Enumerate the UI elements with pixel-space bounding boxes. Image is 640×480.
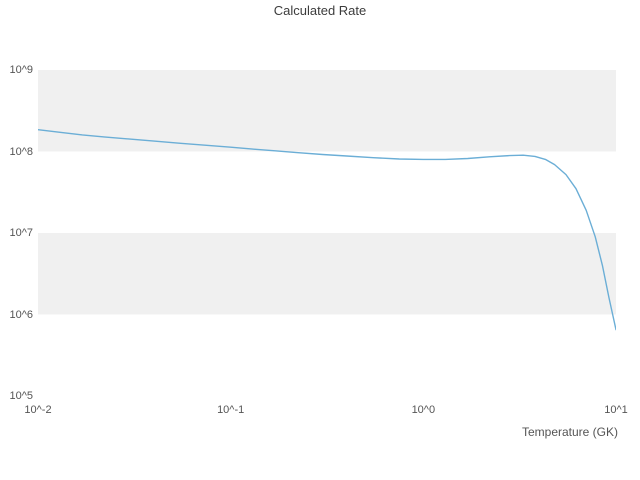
background-band bbox=[38, 314, 616, 396]
y-tick-label: 10^5 bbox=[9, 390, 33, 402]
background-band bbox=[38, 151, 616, 233]
background-band bbox=[38, 233, 616, 315]
y-tick-label: 10^6 bbox=[9, 308, 33, 321]
x-tick-label: 10^1 bbox=[604, 404, 628, 416]
x-tick-label: 10^-1 bbox=[217, 404, 245, 416]
plot-area bbox=[38, 70, 616, 396]
y-tick-label: 10^9 bbox=[9, 64, 33, 76]
x-tick-label: 10^0 bbox=[411, 404, 436, 416]
y-tick-label: 10^8 bbox=[9, 145, 33, 158]
x-axis-title: Temperature (GK) bbox=[521, 425, 618, 439]
chart-title: Calculated Rate bbox=[273, 3, 367, 18]
x-tick-label: 10^-2 bbox=[24, 404, 52, 416]
rate-line-series bbox=[38, 129, 616, 331]
background-band bbox=[38, 70, 616, 152]
y-tick-label: 10^7 bbox=[9, 227, 33, 239]
